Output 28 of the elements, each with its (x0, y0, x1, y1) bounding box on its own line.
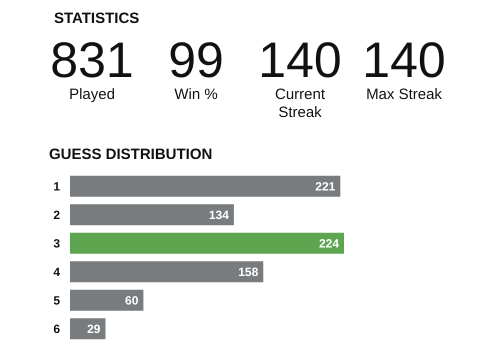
data-label: 224 (318, 236, 340, 250)
data-label: 60 (125, 293, 139, 308)
data-label: 158 (238, 264, 259, 279)
y-tick-label: 2 (53, 208, 60, 222)
text: 140 (361, 32, 447, 88)
text: Current Streak (274, 86, 326, 122)
bar (70, 318, 106, 340)
bar (70, 176, 340, 197)
data-label: 29 (87, 322, 101, 336)
text: 99 (167, 32, 225, 88)
y-tick-label: 3 (53, 236, 60, 250)
data-label: 134 (208, 208, 230, 222)
bar (70, 261, 264, 282)
text: STATISTICS (54, 10, 140, 27)
text: Max Streak (365, 86, 443, 104)
chart-title: GUESS DISTRIBUTION (49, 146, 212, 163)
bar (70, 290, 144, 311)
text: Win % (173, 86, 219, 104)
text: 831 (49, 32, 135, 88)
bar (70, 232, 344, 254)
y-tick-label: 6 (53, 322, 60, 336)
y-tick-label: 1 (53, 179, 60, 194)
bar (70, 204, 234, 226)
text: Played (68, 86, 116, 104)
y-tick-label: 5 (53, 293, 60, 308)
text: 140 (257, 32, 343, 88)
data-label: 221 (315, 179, 336, 194)
y-tick-label: 4 (53, 264, 60, 279)
